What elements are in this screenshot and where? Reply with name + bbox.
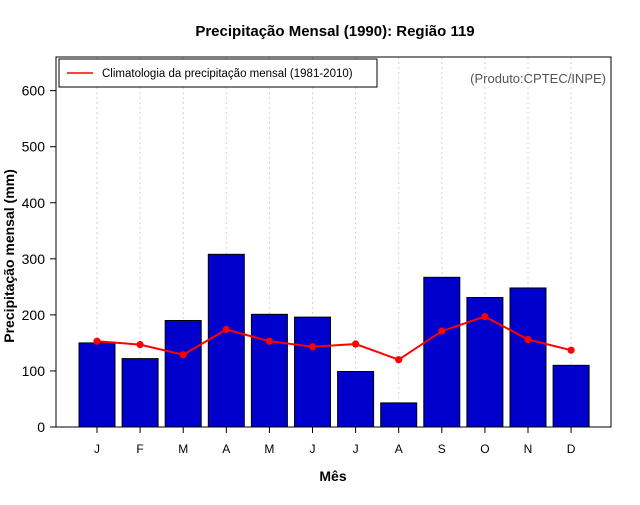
legend: Climatologia da precipitação mensal (198…	[58, 58, 378, 88]
climatology-point	[438, 327, 446, 335]
climatology-point	[524, 335, 532, 344]
climatology-point	[265, 337, 273, 345]
x-tick-label: M	[264, 442, 274, 456]
x-tick-label: D	[567, 442, 576, 456]
climatology-line	[96, 315, 572, 361]
climatology-point	[93, 337, 101, 345]
y-tick-label: 400	[22, 195, 46, 211]
x-tick-label: S	[438, 442, 446, 456]
bar	[164, 319, 202, 428]
legend-box	[58, 58, 378, 88]
bar	[380, 402, 418, 428]
bar-series	[78, 253, 590, 428]
bar	[207, 253, 245, 428]
x-tick-label: O	[480, 442, 489, 456]
y-tick-label: 100	[22, 363, 46, 379]
x-axis-label: Mês	[319, 468, 346, 484]
bar	[78, 342, 116, 428]
y-axis-label: Precipitação mensal (mm)	[1, 169, 17, 343]
y-tick-label: 600	[22, 83, 46, 99]
climatology-point	[481, 312, 489, 321]
x-tick-label: J	[310, 442, 316, 456]
climatology-point	[308, 343, 317, 351]
y-tick-label: 0	[37, 419, 45, 435]
climatology-point	[395, 356, 403, 364]
y-tick-label: 200	[22, 307, 46, 323]
bar	[552, 364, 590, 428]
bar	[121, 358, 159, 428]
x-tick-label: N	[524, 442, 533, 456]
climatology-point	[179, 351, 187, 359]
x-tick-label: A	[222, 442, 230, 456]
x-tick-label: M	[178, 442, 188, 456]
climatology-points	[93, 312, 575, 364]
bar	[250, 313, 288, 428]
bar	[337, 371, 375, 428]
chart-title: Precipitação Mensal (1990): Região 119	[195, 23, 474, 40]
bar	[509, 287, 547, 428]
x-tick-label: J	[353, 442, 359, 456]
y-tick-label: 300	[22, 251, 46, 267]
climatology-point	[352, 340, 360, 348]
grid-lines	[96, 57, 572, 427]
climatology-point	[567, 346, 575, 354]
x-tick-label: F	[136, 442, 143, 456]
bar	[294, 316, 331, 428]
plot-frame	[55, 56, 612, 428]
y-tick-label: 500	[22, 139, 46, 155]
x-tick-label: J	[94, 442, 100, 456]
product-credit: (Produto:CPTEC/INPE)	[470, 71, 606, 86]
climatology-point	[136, 340, 144, 349]
y-axis: 0 100 200 300 400 500 600	[22, 83, 56, 435]
legend-label: Climatologia da precipitação mensal (198…	[102, 68, 353, 80]
climatology-point	[222, 325, 230, 334]
bar	[423, 276, 461, 428]
x-tick-label: A	[395, 442, 403, 456]
